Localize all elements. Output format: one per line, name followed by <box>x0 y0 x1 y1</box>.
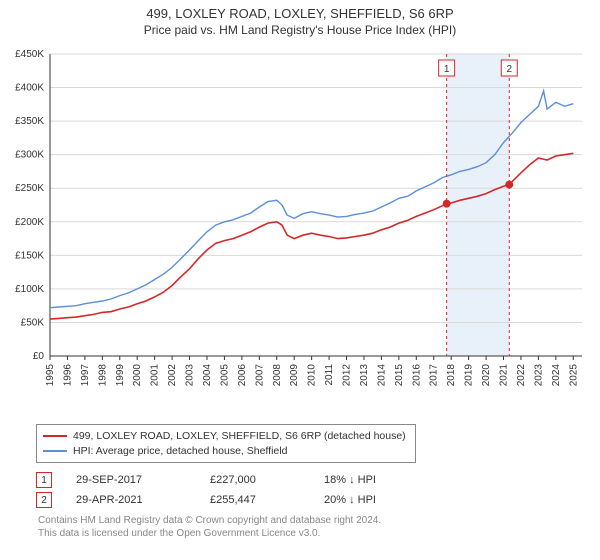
x-tick-label: 2010 <box>307 364 318 387</box>
x-tick-label: 2015 <box>394 364 405 387</box>
chart-area: £0 £50K £100K £150K £200K £250K £300K £350K £400… <box>0 46 600 416</box>
x-tick-label: 1998 <box>97 364 108 387</box>
x-tick-label: 2018 <box>446 364 457 387</box>
event-date: 29-APR-2021 <box>76 494 186 506</box>
event-date: 29-SEP-2017 <box>76 474 186 486</box>
legend-text: 499, LOXLEY ROAD, LOXLEY, SHEFFIELD, S6 … <box>73 429 406 444</box>
x-tick-label: 2004 <box>202 364 213 387</box>
x-tick-label: 2016 <box>411 364 422 387</box>
y-tick-label: £100K <box>15 284 44 295</box>
event-dot <box>505 181 513 189</box>
y-tick-label: £50K <box>21 317 45 328</box>
legend-row: 499, LOXLEY ROAD, LOXLEY, SHEFFIELD, S6 … <box>43 429 409 444</box>
event-marker-num: 1 <box>444 64 450 75</box>
y-tick-label: £350K <box>15 116 44 127</box>
x-tick-label: 2012 <box>342 364 353 387</box>
line-chart-svg: £0 £50K £100K £150K £200K £250K £300K £350K £400… <box>0 46 600 416</box>
x-tick-label: 2005 <box>219 364 230 387</box>
legend-row: HPI: Average price, detached house, Shef… <box>43 444 409 459</box>
x-tick-label: 2001 <box>150 364 161 387</box>
legend-swatch <box>43 450 67 452</box>
y-tick-label: £400K <box>15 83 44 94</box>
x-tick-label: 2023 <box>533 364 544 387</box>
event-marker-num: 2 <box>506 64 512 75</box>
x-tick-label: 2019 <box>464 364 475 387</box>
footer-line-1: Contains HM Land Registry data © Crown c… <box>38 514 574 527</box>
event-row-marker: 1 <box>36 472 52 488</box>
y-tick-label: £200K <box>15 217 44 228</box>
events-section: 1 29-SEP-2017 £227,000 18% ↓ HPI 2 29-APR-202… <box>36 470 576 544</box>
x-tick-label: 2006 <box>237 364 248 387</box>
event-band <box>447 54 510 356</box>
x-tick-label: 1995 <box>45 364 56 387</box>
x-tick-label: 2003 <box>185 364 196 387</box>
x-tick-label: 2002 <box>167 364 178 387</box>
event-price: £255,447 <box>210 494 300 506</box>
legend-swatch <box>43 435 67 437</box>
x-tick-label: 2014 <box>376 364 387 387</box>
y-tick-label: £0 <box>33 351 45 362</box>
x-tick-label: 2025 <box>568 364 579 387</box>
x-tick-label: 2009 <box>289 364 300 387</box>
x-tick-label: 2000 <box>132 364 143 387</box>
y-tick-label: £150K <box>15 250 44 261</box>
event-dot <box>443 200 451 208</box>
event-price: £227,000 <box>210 474 300 486</box>
y-tick-label: £450K <box>15 49 44 60</box>
x-tick-label: 2020 <box>481 364 492 387</box>
footer-line-2: This data is licensed under the Open Gov… <box>38 527 574 540</box>
x-tick-label: 2021 <box>499 364 510 387</box>
event-delta: 20% ↓ HPI <box>324 494 376 506</box>
x-tick-label: 2022 <box>516 364 527 387</box>
x-tick-label: 1996 <box>62 364 73 387</box>
x-tick-label: 2013 <box>359 364 370 387</box>
event-row: 2 29-APR-2021 £255,447 20% ↓ HPI <box>36 490 576 510</box>
event-row: 1 29-SEP-2017 £227,000 18% ↓ HPI <box>36 470 576 490</box>
x-tick-label: 2007 <box>254 364 265 387</box>
chart-subtitle: Price paid vs. HM Land Registry's House … <box>0 21 600 41</box>
footer-note: Contains HM Land Registry data © Crown c… <box>36 510 576 544</box>
x-tick-label: 2017 <box>429 364 440 387</box>
legend-box: 499, LOXLEY ROAD, LOXLEY, SHEFFIELD, S6 … <box>36 424 416 463</box>
y-tick-label: £250K <box>15 183 44 194</box>
x-tick-label: 1997 <box>80 364 91 387</box>
y-tick-label: £300K <box>15 150 44 161</box>
x-tick-label: 2008 <box>272 364 283 387</box>
event-delta: 18% ↓ HPI <box>324 474 376 486</box>
x-tick-label: 2011 <box>324 364 335 386</box>
chart-title: 499, LOXLEY ROAD, LOXLEY, SHEFFIELD, S6 … <box>0 0 600 21</box>
x-tick-label: 2024 <box>551 364 562 387</box>
legend-text: HPI: Average price, detached house, Shef… <box>73 444 287 459</box>
x-tick-label: 1999 <box>115 364 126 387</box>
event-row-marker: 2 <box>36 492 52 508</box>
